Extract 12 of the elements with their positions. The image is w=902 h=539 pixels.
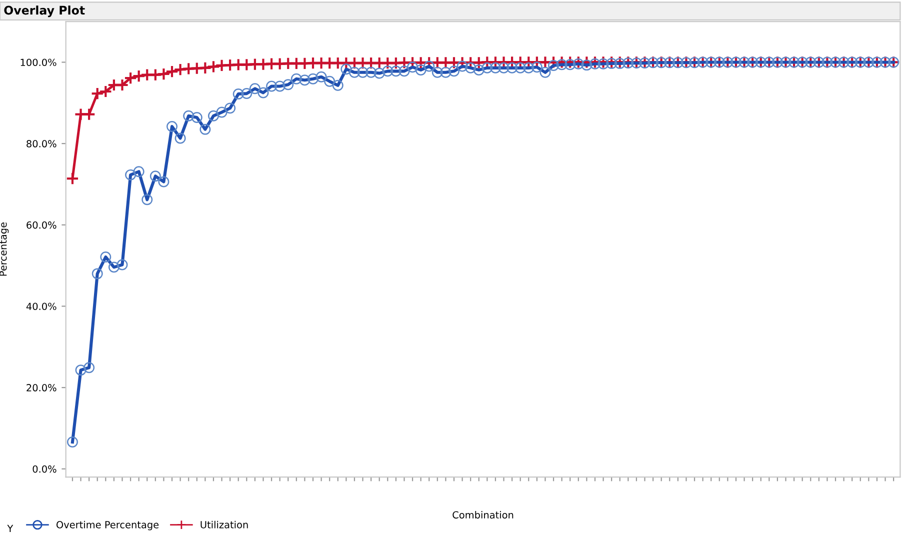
legend-label: Overtime Percentage bbox=[56, 520, 159, 530]
y-tick-label: 80.0% bbox=[26, 140, 56, 148]
y-axis-title: Percentage bbox=[0, 222, 9, 276]
y-tick-label: 0.0% bbox=[32, 465, 56, 473]
y-tick-label: 100.0% bbox=[20, 58, 56, 66]
legend-label: Utilization bbox=[200, 520, 248, 528]
y-tick-label: 60.0% bbox=[26, 221, 56, 229]
y-tick-label: 20.0% bbox=[26, 384, 56, 392]
x-axis-title: Combination bbox=[452, 511, 514, 519]
chart-title: Overlay Plot bbox=[4, 6, 85, 18]
y-tick-label: 40.0% bbox=[26, 302, 56, 310]
legend-title: Y bbox=[7, 524, 14, 532]
